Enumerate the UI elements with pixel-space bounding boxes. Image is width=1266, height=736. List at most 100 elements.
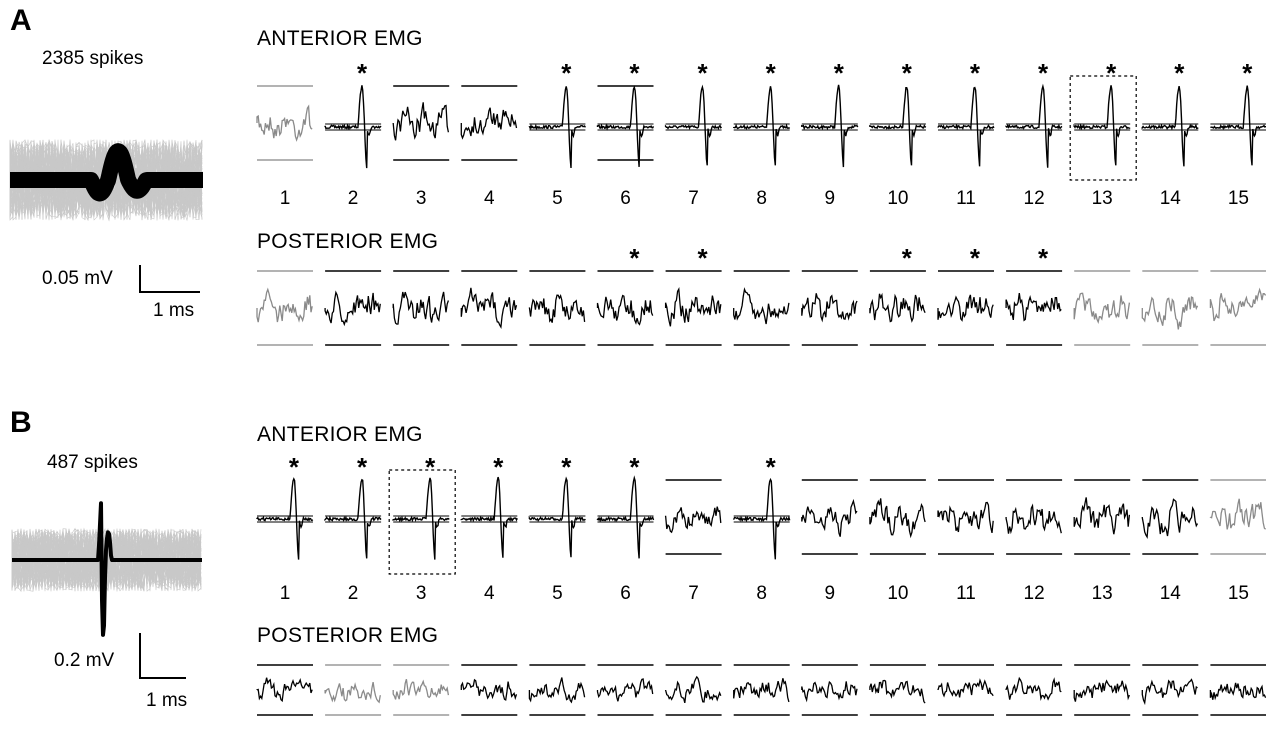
channel-number: 3 [415, 188, 427, 209]
significance-asterisk: * [969, 58, 981, 88]
highlight-box [388, 469, 456, 575]
significance-asterisk: * [901, 58, 912, 88]
emg-spike-trace [1141, 85, 1199, 167]
panel-a-scale-time: 1 ms [153, 300, 195, 321]
emg-noise-trace [596, 678, 654, 702]
emg-noise-trace [869, 498, 926, 539]
panel-a-anterior-title: ANTERIOR EMG [257, 27, 423, 50]
significance-asterisk: * [969, 243, 981, 273]
mean-spike-waveform [3, 143, 210, 202]
channel-number: 3 [415, 583, 427, 604]
emg-noise-trace [528, 294, 586, 323]
significance-asterisk: * [697, 58, 708, 88]
emg-noise-trace [869, 292, 926, 323]
highlight-box [1069, 75, 1137, 181]
panel-a-letter: A [10, 4, 32, 37]
channel-number: 14 [1159, 188, 1181, 209]
emg-noise-trace [801, 680, 858, 703]
channel-number: 6 [620, 583, 631, 604]
emg-noise-trace [664, 506, 722, 534]
emg-noise-trace [460, 287, 518, 329]
emg-spike-trace [460, 476, 518, 558]
emg-spike-trace [596, 475, 655, 559]
emg-noise-trace [801, 498, 858, 537]
significance-asterisk: * [561, 452, 572, 482]
scale-bar-b [139, 633, 186, 679]
emg-spike-trace [937, 86, 995, 167]
significance-asterisk: * [1242, 58, 1253, 88]
emg-spike-trace [1073, 85, 1131, 166]
emg-spike-trace [1210, 85, 1266, 166]
channel-number: 15 [1227, 188, 1249, 209]
channel-number: 4 [484, 188, 495, 209]
significance-asterisk: * [1037, 243, 1049, 273]
scale-bar-a [139, 265, 200, 293]
emg-noise-trace [256, 104, 313, 142]
emg-spike-trace [869, 87, 927, 166]
emg-noise-trace [1141, 498, 1199, 540]
emg-noise-trace [937, 678, 994, 698]
channel-number: 10 [887, 583, 909, 604]
channel-number: 11 [956, 583, 976, 604]
emg-spike-trace [528, 86, 586, 169]
emg-spike-trace [664, 84, 723, 166]
significance-asterisk: * [1037, 58, 1049, 88]
significance-asterisk: * [901, 243, 912, 273]
emg-noise-trace [937, 501, 994, 534]
channel-number: 8 [756, 583, 767, 604]
emg-noise-trace [801, 293, 858, 323]
emg-spike-trace [733, 477, 791, 560]
significance-asterisk: * [765, 452, 776, 482]
emg-spike-trace [324, 478, 382, 559]
panel-a-scale-voltage: 0.05 mV [42, 268, 113, 289]
significance-asterisk: * [765, 58, 776, 88]
significance-asterisk: * [356, 452, 368, 482]
emg-noise-trace [324, 681, 381, 704]
panel-b-scale-voltage: 0.2 mV [54, 650, 115, 671]
channel-number: 1 [279, 188, 291, 209]
emg-noise-trace [1209, 682, 1266, 701]
emg-noise-trace [460, 678, 518, 701]
channel-number: 13 [1091, 188, 1113, 209]
channel-number: 11 [956, 188, 976, 209]
channel-number: 7 [688, 188, 699, 209]
emg-spike-trace [801, 84, 859, 168]
panel-b-posterior-title: POSTERIOR EMG [257, 624, 439, 647]
emg-noise-trace [1209, 287, 1266, 322]
significance-asterisk: * [629, 58, 640, 88]
emg-noise-trace [256, 677, 313, 703]
channel-number: 2 [347, 583, 359, 604]
emg-noise-trace [1209, 498, 1266, 530]
emg-noise-trace [392, 291, 450, 325]
channel-number: 6 [620, 188, 631, 209]
significance-asterisk: * [493, 452, 504, 482]
significance-asterisk: * [629, 452, 640, 482]
channel-number: 5 [552, 583, 563, 604]
emg-noise-trace [937, 294, 994, 322]
emg-noise-trace [460, 107, 518, 140]
channel-number: 2 [347, 188, 359, 209]
emg-noise-trace [256, 287, 313, 323]
panel-b-anterior-title: ANTERIOR EMG [257, 423, 423, 446]
emg-noise-trace [1073, 679, 1131, 702]
emg-noise-trace [324, 290, 381, 327]
channel-number: 9 [824, 188, 836, 209]
channel-number: 5 [552, 188, 563, 209]
emg-noise-trace [596, 294, 654, 326]
channel-number: 15 [1227, 583, 1249, 604]
channel-number: 7 [688, 583, 699, 604]
emg-noise-trace [1073, 497, 1131, 535]
emg-noise-trace [1141, 296, 1199, 330]
significance-asterisk: * [425, 452, 436, 482]
panel-a-spike-count: 2385 spikes [42, 48, 144, 69]
emg-noise-trace [1141, 678, 1198, 706]
channel-number: 13 [1091, 583, 1113, 604]
panel-b-letter: B [10, 406, 32, 439]
emg-noise-trace [392, 679, 450, 700]
significance-asterisk: * [697, 243, 708, 273]
significance-asterisk: * [356, 58, 368, 88]
channel-number: 8 [756, 188, 767, 209]
significance-asterisk: * [288, 452, 300, 482]
emg-spike-trace [596, 85, 655, 167]
